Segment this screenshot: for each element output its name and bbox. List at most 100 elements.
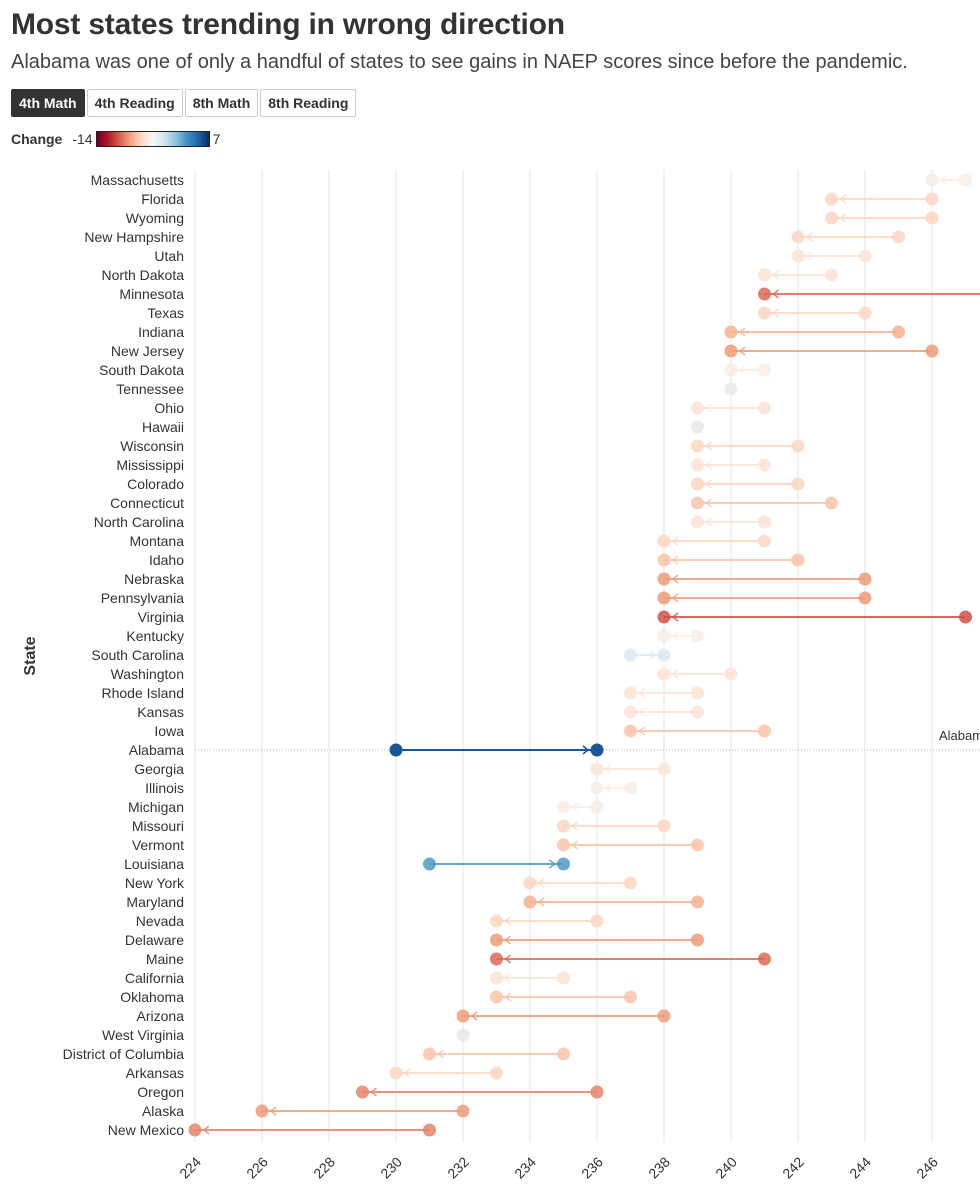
point-after [657,591,671,605]
dumbbell-arrow [738,365,746,375]
point-before [959,610,972,624]
dumbbell-chart: 224226228230232234236238240242244246Scor… [22,170,980,1182]
x-tick-label: 230 [377,1154,405,1182]
dumbbell-arrow [671,536,679,546]
dumbbell-arrow [839,194,846,204]
x-tick-label: 228 [310,1154,338,1182]
state-label: Pennsylvania [101,590,184,606]
dumbbell-arrow [537,897,545,907]
state-label: Nebraska [124,571,184,587]
point-before [825,496,838,510]
x-tick-label: 246 [913,1154,941,1182]
point-after [657,553,671,567]
point-after [557,800,570,814]
legend-min-label: -14 [72,131,93,147]
plot-area [188,173,980,1137]
point-before [490,1066,503,1080]
point-before [925,344,939,358]
state-label: New York [125,875,185,891]
legend-title: Change [11,131,63,147]
chart-title: Most states trending in wrong direction [11,8,565,41]
point-before [758,363,771,377]
point-after [691,515,704,529]
point-after [691,439,704,453]
point-before [892,230,905,244]
point-before [892,325,905,339]
state-label: Arizona [137,1008,185,1024]
state-label: Indiana [138,324,184,340]
state-label: New Hampshire [84,229,184,245]
dumbbell-arrow [202,1125,210,1135]
dumbbell-arrow [705,498,712,508]
dumbbell-arrow [582,745,590,755]
point-before [791,477,805,491]
point-before [858,306,872,320]
dumbbell-arrow [504,954,511,964]
point-before [657,762,671,776]
state-label: Wyoming [126,210,184,226]
dumbbell-arrow [772,270,779,280]
dumbbell-arrow [504,973,511,983]
tab-4th-reading[interactable]: 4th Reading [86,89,183,117]
dumbbell-arrow [504,916,511,926]
state-label: West Virginia [102,1027,184,1043]
point-after [356,1085,369,1099]
point-after [657,610,671,624]
state-label: Florida [141,191,184,207]
dumbbell-arrow [504,992,511,1002]
state-label: Hawaii [142,419,184,435]
legend-max-label: 7 [212,131,221,147]
state-label: South Dakota [99,362,184,378]
point-after [825,192,838,206]
tab-8th-reading[interactable]: 8th Reading [260,89,357,117]
point-before [959,173,972,187]
state-label: Illinois [145,780,184,796]
point-before [657,1009,671,1023]
dumbbell-arrow [504,935,511,945]
point-before [657,819,671,833]
point-after [791,249,805,263]
point-after [590,762,604,776]
tab-8th-math[interactable]: 8th Math [184,89,259,117]
state-label: Texas [147,305,184,321]
point-after [758,268,771,282]
point-after [590,781,604,795]
point-after [691,496,704,510]
point-after [657,572,671,586]
dumbbell-arrow [403,1068,411,1078]
state-label: Minnesota [119,286,184,302]
state-label: Maine [146,951,184,967]
point-after [657,648,671,662]
point-before [758,401,771,415]
state-label: Missouri [132,818,184,834]
point-after [825,211,838,225]
point-after [624,686,637,700]
state-label: Iowa [154,723,184,739]
point-after [691,458,704,472]
point-after [490,990,503,1004]
dumbbell-arrow [549,859,556,869]
color-legend: Change -14 7 [11,131,220,147]
dumbbell-arrow [671,574,679,584]
point-before [624,990,637,1004]
state-label: Virginia [138,609,185,625]
dumbbell-arrow [805,251,813,261]
point-after [523,895,537,909]
point-after [657,667,671,681]
tab-4th-math[interactable]: 4th Math [11,89,85,117]
state-label: Connecticut [110,495,184,511]
dumbbell-arrow [671,593,679,603]
point-before [724,667,738,681]
point-before [925,192,939,206]
x-tick-label: 226 [243,1154,271,1182]
point-before [858,572,872,586]
state-label: North Carolina [94,514,184,530]
dumbbell-arrow [939,175,947,185]
point-after [791,230,805,244]
point-after [557,857,570,871]
dumbbell-arrow [370,1087,377,1097]
point-before [423,1123,436,1137]
dumbbell-arrow [604,783,612,793]
point-after [490,933,503,947]
x-tick-label: 232 [444,1154,472,1182]
